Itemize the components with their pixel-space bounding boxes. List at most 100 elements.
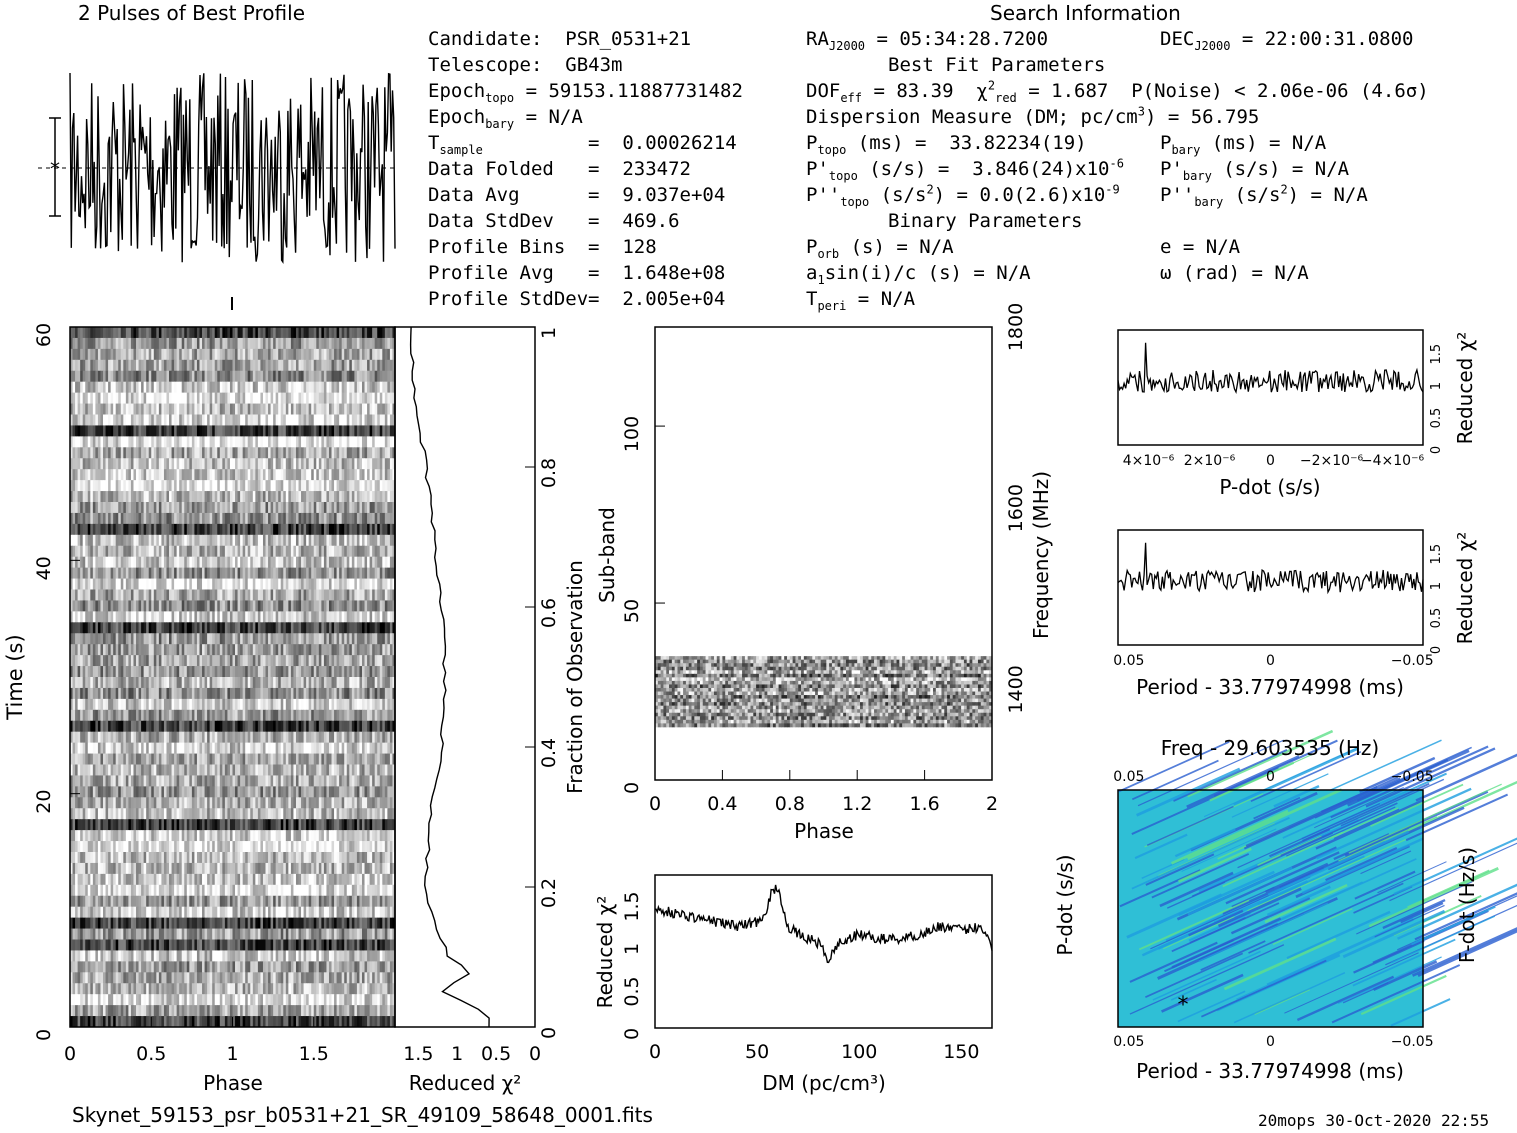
heatmap-cell (247, 436, 251, 448)
heatmap-cell (295, 337, 299, 350)
heatmap-cell (209, 545, 213, 558)
heatmap-cell (290, 677, 294, 689)
heatmap-cell (169, 491, 172, 503)
heatmap-cell (212, 655, 216, 667)
heatmap-cell (321, 337, 325, 350)
heatmap-cell (367, 698, 371, 711)
heatmap-cell (339, 458, 343, 470)
heatmap-cell (196, 622, 200, 634)
heatmap-cell (181, 600, 185, 612)
heatmap-cell (328, 567, 332, 579)
heatmap-cell (171, 392, 175, 404)
heatmap-cell (356, 545, 360, 558)
heatmap-cell (75, 578, 79, 590)
heatmap-cell (77, 600, 81, 612)
heatmap-cell (270, 556, 274, 569)
heatmap-cell (72, 622, 76, 634)
heatmap-cell (95, 655, 99, 667)
heatmap-cell (217, 436, 221, 448)
heatmap-cell (219, 556, 223, 569)
heatmap-cell (77, 359, 81, 372)
heatmap-cell (354, 512, 358, 525)
heatmap-cell (171, 502, 175, 514)
heatmap-cell (265, 403, 269, 415)
heatmap-cell (92, 611, 96, 623)
heatmap-cell (260, 720, 264, 733)
heatmap-cell (278, 337, 282, 350)
heatmap-cell (379, 556, 383, 569)
heatmap-cell (301, 655, 304, 667)
heatmap-cell (115, 622, 119, 634)
heatmap-cell (176, 687, 180, 700)
heatmap-cell (87, 534, 91, 547)
heatmap-cell (80, 359, 84, 372)
heatmap-cell (95, 359, 99, 372)
heatmap-cell (115, 534, 119, 547)
heatmap-cell (318, 687, 322, 700)
heatmap-cell (316, 512, 320, 525)
heatmap-cell (351, 348, 355, 361)
heatmap-cell (285, 523, 289, 536)
heatmap-cell (252, 458, 256, 470)
heatmap-cell (105, 337, 109, 350)
heatmap-cell (372, 491, 376, 503)
heatmap-cell (169, 502, 172, 514)
heatmap-cell (120, 720, 124, 733)
heatmap-cell (82, 709, 86, 722)
heatmap-cell (113, 491, 117, 503)
heatmap-cell (130, 545, 134, 558)
heatmap-cell (189, 655, 193, 667)
heatmap-cell (80, 720, 84, 733)
heatmap-cell (293, 709, 297, 722)
info-profile-stddev: Profile StdDev (428, 288, 589, 310)
heatmap-cell (224, 709, 228, 722)
heatmap-cell (87, 742, 91, 754)
heatmap-cell (285, 709, 289, 722)
heatmap-cell (321, 677, 325, 689)
heatmap-cell (260, 567, 264, 579)
heatmap-cell (295, 370, 299, 383)
heatmap-cell (334, 425, 337, 437)
heatmap-cell (346, 545, 350, 558)
heatmap-cell (130, 687, 134, 700)
heatmap-cell (229, 337, 233, 350)
heatmap-cell (356, 480, 360, 492)
heatmap-cell (133, 709, 137, 722)
heatmap-cell (290, 666, 294, 678)
heatmap-cell (232, 458, 236, 470)
heatmap-cell (146, 731, 150, 744)
heatmap-cell (176, 709, 180, 722)
heatmap-cell (372, 327, 376, 339)
heatmap-cell (80, 469, 84, 481)
heatmap-cell (283, 556, 287, 569)
heatmap-cell (151, 491, 155, 503)
heatmap-cell (273, 666, 277, 678)
heatmap-cell (189, 545, 193, 558)
heatmap-cell (361, 512, 365, 525)
heatmap-cell (138, 677, 142, 689)
heatmap-cell (209, 567, 213, 579)
heatmap-cell (359, 622, 363, 634)
heatmap-cell (235, 425, 238, 437)
heatmap-cell (90, 414, 94, 426)
heatmap-cell (334, 403, 337, 415)
heatmap-cell (130, 403, 134, 415)
heatmap-cell (334, 414, 337, 426)
heatmap-cell (70, 589, 73, 601)
heatmap-cell (118, 337, 122, 350)
heatmap-cell (295, 644, 299, 656)
heatmap-cell (209, 578, 213, 590)
heatmap-cell (217, 720, 221, 733)
heatmap-cell (191, 491, 195, 503)
heatmap-cell (166, 359, 170, 372)
heatmap-cell (202, 469, 205, 481)
heatmap-cell (247, 600, 251, 612)
heatmap-cell (313, 644, 317, 656)
heatmap-cell (199, 589, 203, 601)
heatmap-cell (199, 512, 203, 525)
heatmap-cell (110, 359, 114, 372)
heatmap-cell (174, 698, 178, 711)
heatmap-cell (133, 578, 137, 590)
heatmap-cell (148, 512, 152, 525)
heatmap-cell (217, 545, 221, 558)
